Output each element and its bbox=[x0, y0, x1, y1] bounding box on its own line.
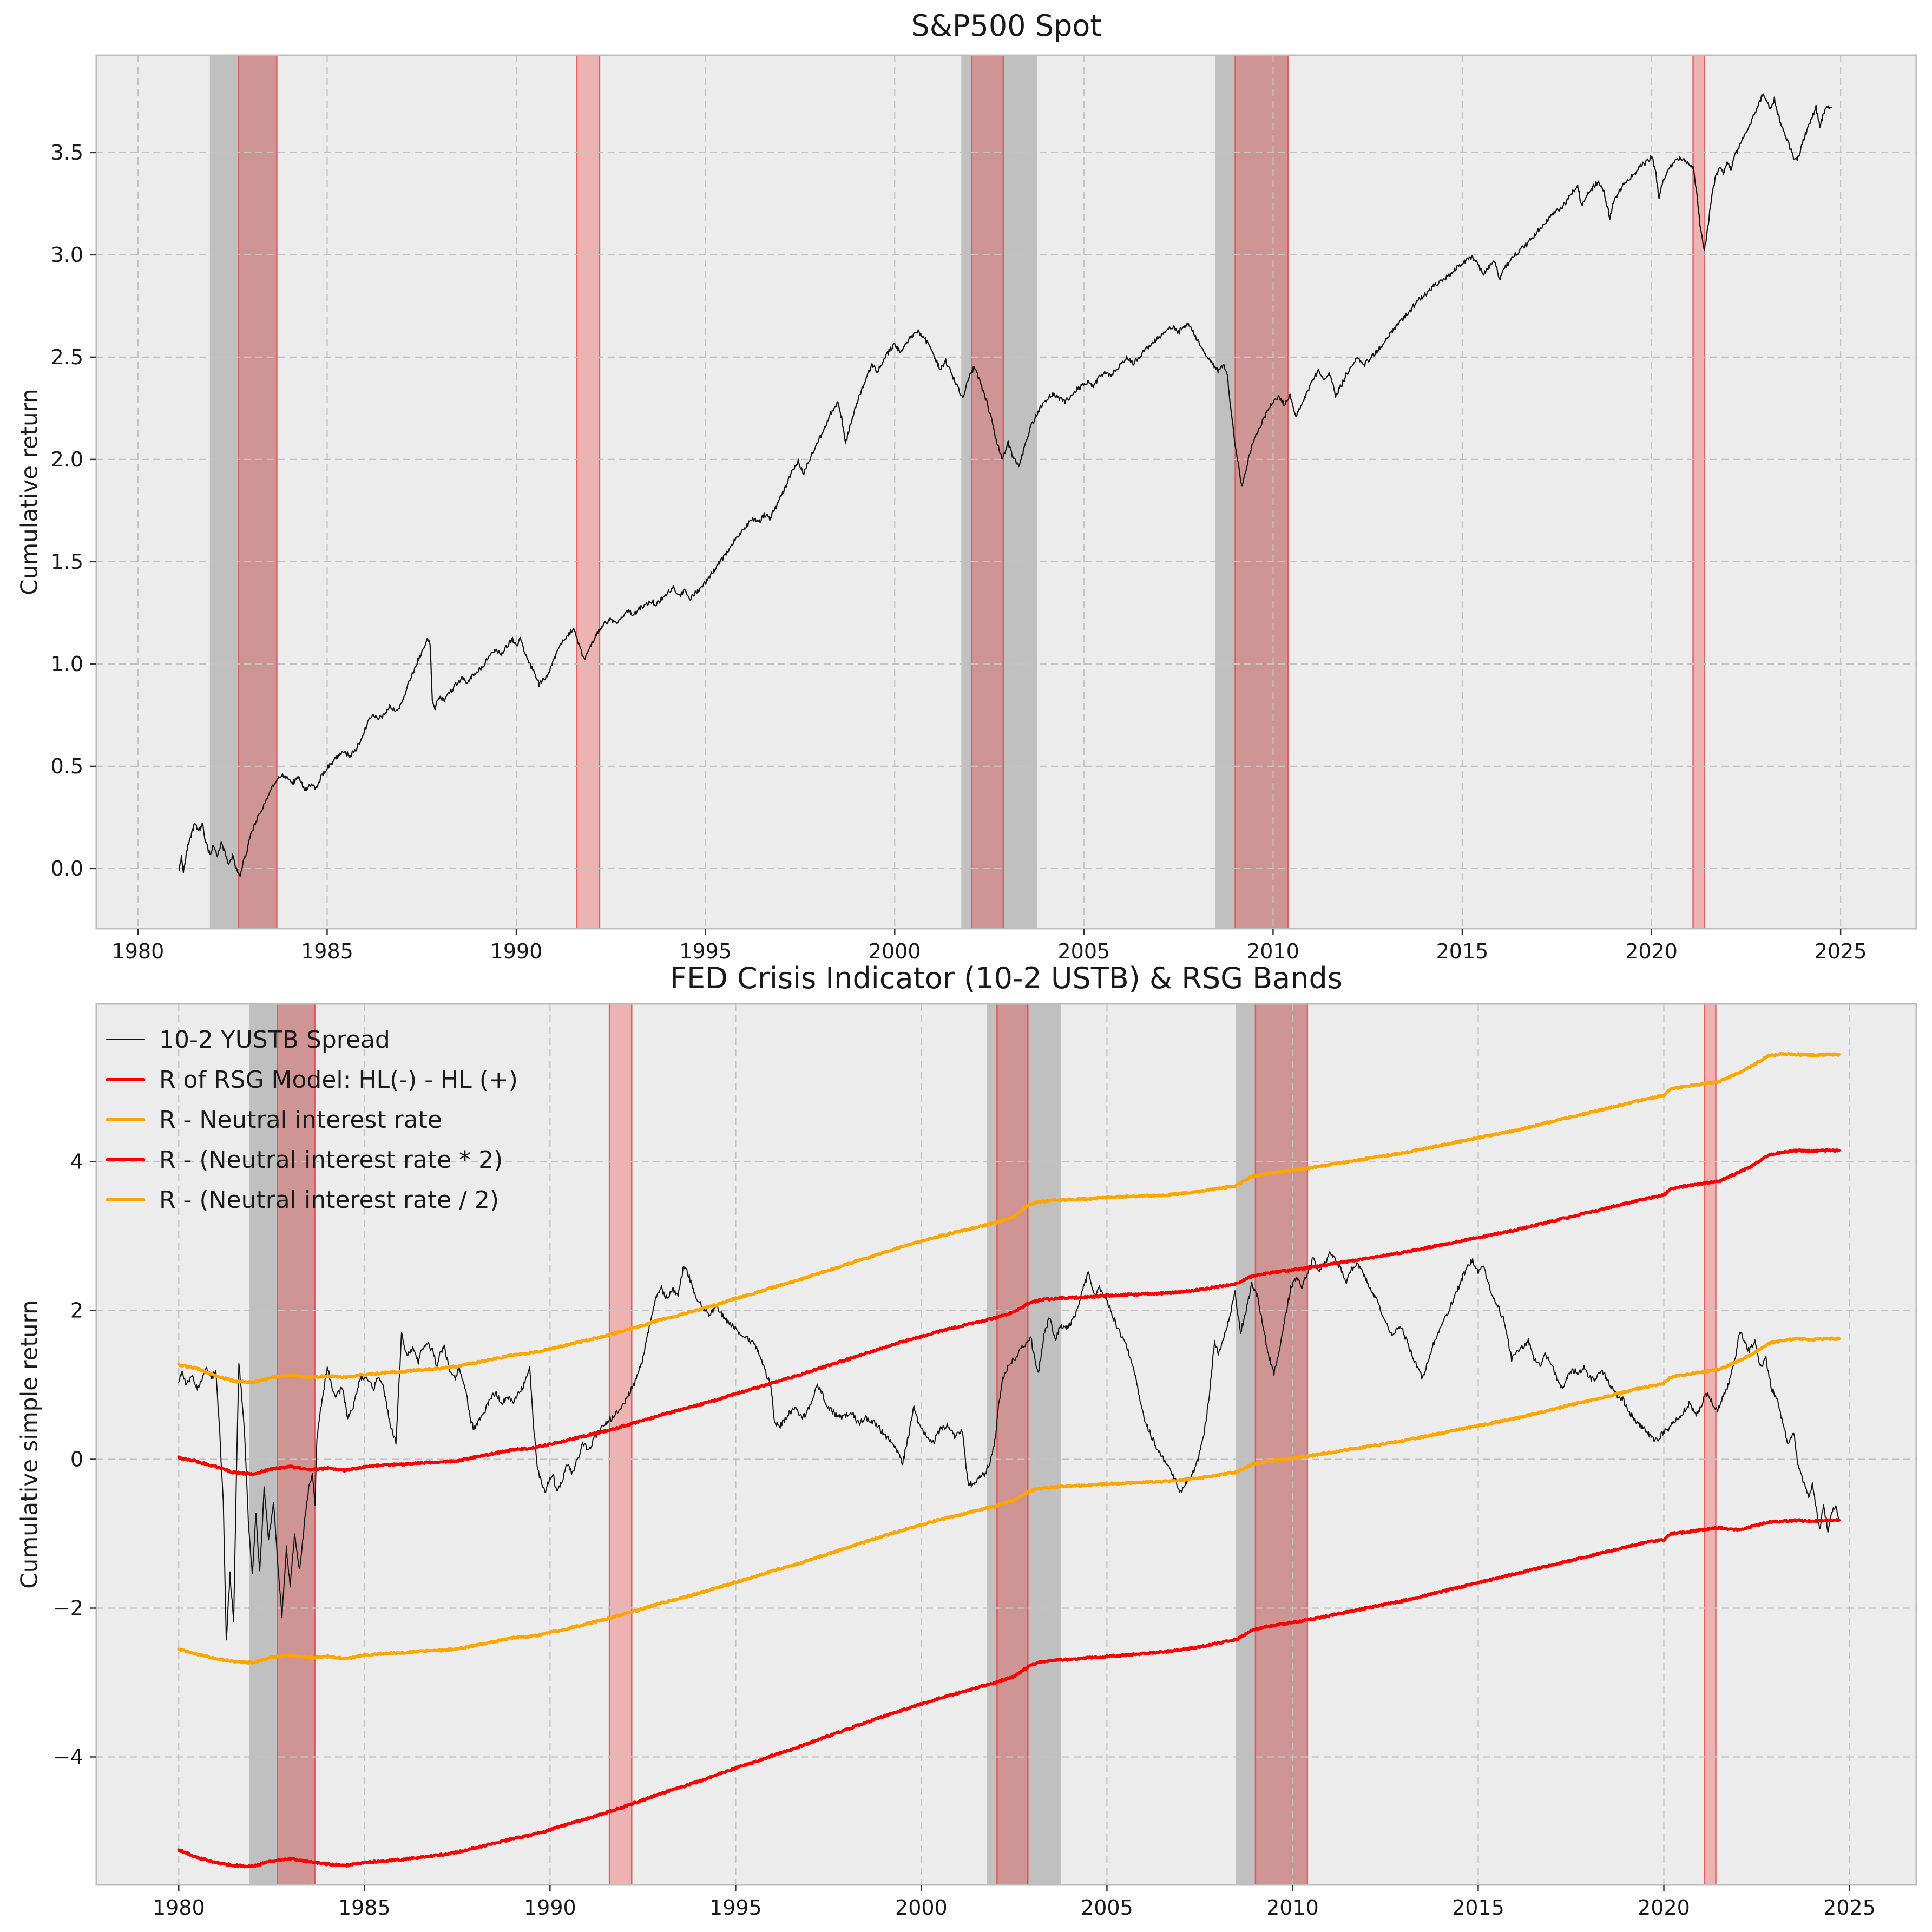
x-tick-label: 1985 bbox=[301, 939, 353, 963]
x-tick-label: 2005 bbox=[1081, 1896, 1133, 1920]
crisis-band-red bbox=[1255, 1004, 1307, 1885]
plot-background bbox=[96, 55, 1916, 929]
series-line-r-neutral-interest-rate-2 bbox=[177, 1517, 1841, 1869]
legend-swatch-line bbox=[106, 1198, 145, 1201]
x-tick-label: 2020 bbox=[1625, 939, 1678, 963]
legend-item-label: R - (Neutral interest rate * 2) bbox=[159, 1146, 503, 1174]
legend-item: 10-2 YUSTB Spread bbox=[106, 1020, 518, 1060]
x-tick-label: 1980 bbox=[112, 939, 165, 963]
axes-spines bbox=[95, 54, 1917, 930]
y-tick-label: 0.5 bbox=[51, 754, 83, 778]
x-tick-label: 2000 bbox=[895, 1896, 948, 1920]
y-tick-label: 4 bbox=[70, 1150, 83, 1174]
crisis-band-red bbox=[238, 55, 277, 929]
x-tick-label: 1990 bbox=[524, 1896, 576, 1920]
legend-swatch-line bbox=[106, 1118, 145, 1121]
panel-2: 1980 1985 1990 1995 2000 2005 2010 2015 2020 2025… bbox=[53, 1003, 1917, 1920]
y-tick-label: 3.5 bbox=[51, 141, 83, 165]
legend-swatch-line bbox=[106, 1039, 145, 1041]
x-tick-label: 2010 bbox=[1247, 939, 1299, 963]
panel-1: 1980 1985 1990 1995 2000 2005 2010 2015 2020 2025… bbox=[51, 54, 1917, 963]
x-tick-label: 1995 bbox=[679, 939, 732, 963]
panel2-title: FED Crisis Indicator (10-2 USTB) & RSG B… bbox=[670, 961, 1343, 995]
y-tick-label: 1.5 bbox=[51, 550, 83, 574]
plot-area bbox=[96, 55, 1916, 929]
panel1-title: S&P500 Spot bbox=[911, 9, 1102, 43]
crisis-band-red bbox=[1235, 55, 1289, 929]
recession-band-gray bbox=[249, 1004, 316, 1885]
series-line-r-neutral-interest-rate-2 bbox=[177, 1052, 1841, 1385]
recession-band-gray bbox=[1215, 55, 1289, 929]
crisis-band-red bbox=[277, 1004, 316, 1885]
x-tick-label: 1995 bbox=[709, 1896, 762, 1920]
crisis-band-red bbox=[1693, 55, 1705, 929]
plot-area bbox=[96, 1004, 1916, 1885]
y-tick-label: 2 bbox=[70, 1299, 83, 1323]
x-tick-label: 2000 bbox=[869, 939, 921, 963]
y-tick-label: −4 bbox=[53, 1745, 83, 1769]
x-tick-label: 1980 bbox=[153, 1896, 205, 1920]
series-line-10-2-yustb-spread bbox=[178, 1251, 1840, 1641]
legend-swatch-line bbox=[106, 1078, 145, 1081]
series-line-s-p500-spot-cumulative-return bbox=[179, 93, 1832, 877]
legend-swatch-line bbox=[106, 1158, 145, 1161]
legend-item: R - (Neutral interest rate / 2) bbox=[106, 1180, 518, 1220]
legend-item-label: 10-2 YUSTB Spread bbox=[159, 1026, 390, 1054]
x-tick-label: 2005 bbox=[1057, 939, 1110, 963]
x-tick-label: 2025 bbox=[1815, 939, 1867, 963]
legend-item: R - (Neutral interest rate * 2) bbox=[106, 1140, 518, 1180]
y-tick-label: 0.0 bbox=[51, 857, 83, 880]
x-tick-label: 1985 bbox=[338, 1896, 391, 1920]
crisis-band-red bbox=[997, 1004, 1028, 1885]
crisis-band-red bbox=[609, 1004, 632, 1885]
crisis-band-red bbox=[576, 55, 600, 929]
panel2-ylabel: Cumulative simple return bbox=[16, 1300, 43, 1589]
x-tick-label: 1990 bbox=[490, 939, 543, 963]
recession-band-gray bbox=[987, 1004, 1061, 1885]
x-tick-label: 2015 bbox=[1436, 939, 1489, 963]
y-tick-label: 2.0 bbox=[51, 448, 83, 471]
legend-item: R of RSG Model: HL(-) - HL (+) bbox=[106, 1060, 518, 1100]
series-line-r-of-rsg-model-hl-hl bbox=[177, 1148, 1841, 1477]
y-tick-label: 2.5 bbox=[51, 345, 83, 369]
recession-band-gray bbox=[209, 55, 277, 929]
x-tick-label: 2020 bbox=[1638, 1896, 1690, 1920]
recession-band-gray bbox=[1236, 1004, 1307, 1885]
legend: 10-2 YUSTB Spread R of RSG Model: HL(-) -… bbox=[106, 1020, 518, 1220]
plot-background bbox=[96, 1004, 1916, 1885]
x-tick-label: 2015 bbox=[1452, 1896, 1504, 1920]
y-tick-label: 3.0 bbox=[51, 243, 83, 267]
legend-item: R - Neutral interest rate bbox=[106, 1100, 518, 1140]
axes-spines bbox=[95, 1003, 1917, 1886]
legend-item-label: R of RSG Model: HL(-) - HL (+) bbox=[159, 1066, 518, 1094]
panel1-ylabel: Cumulative return bbox=[16, 389, 43, 595]
series-line-r-neutral-interest-rate bbox=[177, 1336, 1841, 1665]
crisis-band-red bbox=[1704, 1004, 1716, 1885]
y-tick-label: −2 bbox=[53, 1596, 83, 1620]
legend-item-label: R - Neutral interest rate bbox=[159, 1106, 442, 1134]
x-tick-label: 2025 bbox=[1823, 1896, 1876, 1920]
x-tick-label: 2010 bbox=[1266, 1896, 1319, 1920]
y-tick-label: 1.0 bbox=[51, 652, 83, 676]
legend-item-label: R - (Neutral interest rate / 2) bbox=[159, 1186, 500, 1214]
recession-band-gray bbox=[961, 55, 1037, 929]
crisis-band-red bbox=[971, 55, 1003, 929]
y-tick-label: 0 bbox=[70, 1448, 83, 1471]
